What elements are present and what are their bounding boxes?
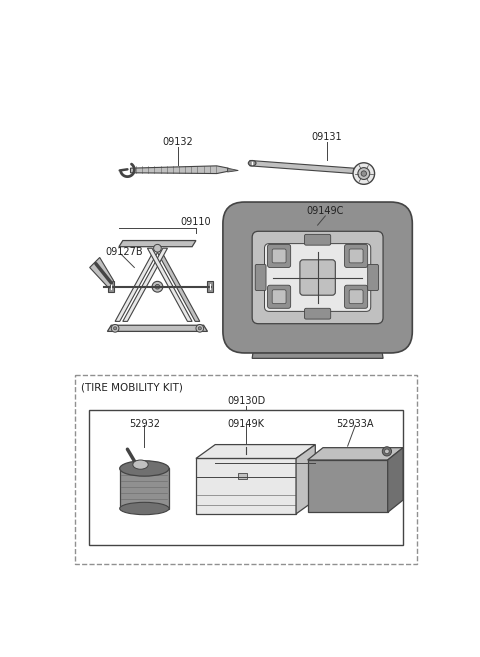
Polygon shape (147, 248, 192, 321)
FancyBboxPatch shape (304, 308, 331, 319)
Text: 52933A: 52933A (336, 419, 374, 429)
Bar (207, 281, 213, 292)
FancyBboxPatch shape (267, 244, 291, 267)
FancyBboxPatch shape (349, 290, 363, 304)
Circle shape (111, 325, 119, 332)
Polygon shape (308, 447, 403, 460)
Ellipse shape (120, 461, 169, 476)
Text: (TIRE MOBILITY KIT): (TIRE MOBILITY KIT) (81, 383, 183, 393)
Text: 09149K: 09149K (228, 419, 264, 429)
Polygon shape (108, 325, 207, 331)
Bar (238, 473, 247, 479)
FancyBboxPatch shape (345, 285, 368, 308)
FancyBboxPatch shape (272, 290, 286, 304)
Bar (108, 281, 114, 292)
Circle shape (361, 171, 367, 176)
Circle shape (353, 163, 374, 185)
Circle shape (384, 449, 389, 454)
FancyBboxPatch shape (267, 285, 291, 308)
Text: 09110: 09110 (180, 217, 211, 227)
Circle shape (382, 447, 392, 456)
Text: 09130D: 09130D (227, 396, 265, 406)
Polygon shape (296, 445, 315, 514)
Circle shape (198, 327, 201, 330)
Circle shape (114, 327, 117, 330)
Ellipse shape (120, 503, 169, 514)
Text: 09132: 09132 (163, 137, 193, 147)
Polygon shape (90, 258, 114, 288)
Circle shape (155, 284, 160, 289)
FancyBboxPatch shape (252, 231, 383, 324)
Text: 09127B: 09127B (105, 246, 143, 257)
Text: 09149C: 09149C (307, 206, 344, 216)
Polygon shape (131, 166, 228, 173)
FancyBboxPatch shape (272, 249, 286, 263)
FancyBboxPatch shape (349, 249, 363, 263)
Bar (75, 375, 417, 564)
Ellipse shape (248, 160, 256, 166)
FancyBboxPatch shape (304, 235, 331, 245)
FancyBboxPatch shape (300, 260, 336, 295)
Polygon shape (228, 168, 238, 172)
Bar (89, 410, 403, 545)
Polygon shape (115, 248, 160, 321)
Polygon shape (196, 445, 315, 459)
Circle shape (154, 244, 161, 252)
Circle shape (152, 281, 163, 292)
FancyBboxPatch shape (264, 244, 371, 311)
Circle shape (196, 325, 204, 332)
Ellipse shape (133, 460, 148, 469)
Polygon shape (308, 460, 388, 512)
FancyBboxPatch shape (345, 244, 368, 267)
Text: 52932: 52932 (129, 419, 160, 429)
Polygon shape (120, 468, 169, 509)
Polygon shape (250, 160, 354, 173)
FancyBboxPatch shape (223, 202, 412, 353)
Circle shape (358, 168, 370, 179)
Polygon shape (252, 331, 383, 358)
Polygon shape (155, 248, 200, 321)
Polygon shape (119, 240, 196, 246)
Polygon shape (388, 447, 403, 512)
Polygon shape (196, 459, 296, 514)
FancyBboxPatch shape (255, 264, 266, 290)
FancyBboxPatch shape (368, 264, 378, 290)
Text: 09131: 09131 (312, 132, 342, 142)
Polygon shape (123, 248, 168, 321)
